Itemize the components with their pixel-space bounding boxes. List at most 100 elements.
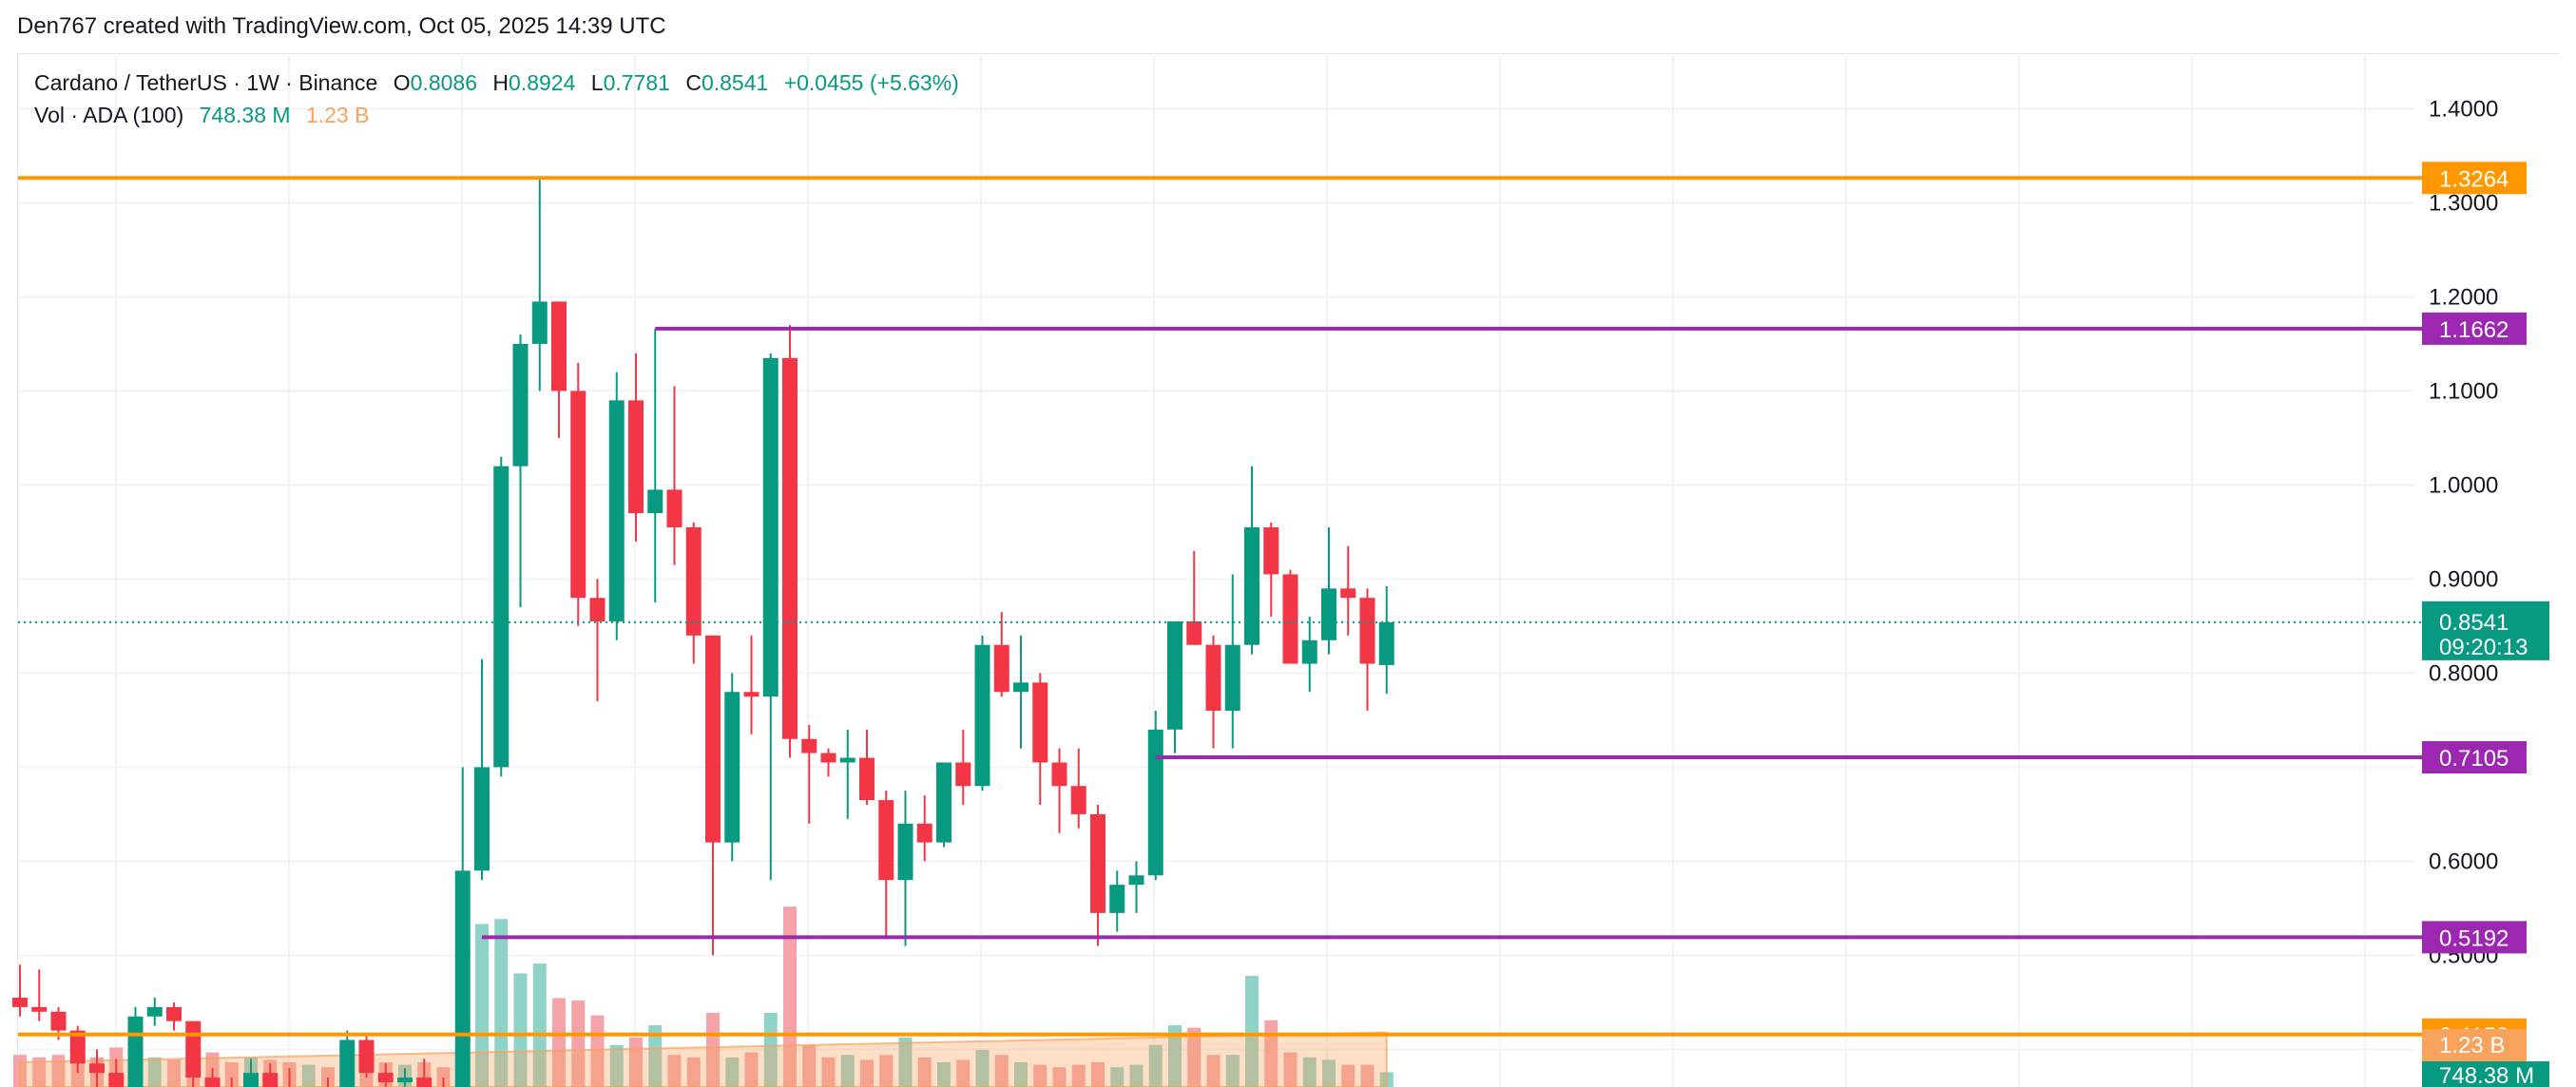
volume-bar [1360,1064,1375,1087]
volume-bar [1052,1067,1067,1087]
level-tag [2422,921,2527,954]
chart-credit: Den767 created with TradingView.com, Oct… [17,13,666,39]
price-tick-label: 1.3000 [2429,190,2498,216]
volume-bar [648,1025,663,1087]
volume-bar [686,1057,701,1087]
low-label: L [590,70,604,95]
volume-bar [1071,1064,1086,1087]
candle-body [89,1063,105,1074]
price-tick-label: 0.6000 [2429,849,2498,874]
candle-body [31,1006,48,1012]
volume-bar [763,1013,778,1087]
horizontal-levels [18,176,2422,1037]
last-price-tag-label: 0.8541 [2439,610,2509,636]
volume-bar [1341,1064,1355,1087]
price-tick-label: 1.1000 [2429,378,2498,404]
symbol-title[interactable]: Cardano / TetherUS · 1W · Binance [34,70,378,95]
last-price-tag [2422,601,2549,660]
volume-bar [802,1044,817,1087]
candle-body [1340,588,1356,599]
candle-body [647,489,663,514]
candle-body [1359,598,1375,664]
volume-bar [513,973,528,1087]
volume-ma-area [19,1031,1388,1087]
candle-body [1013,682,1028,693]
candle-body [454,870,471,1087]
volume-bar [1148,1044,1163,1087]
chart-legend: Cardano / TetherUS · 1W · Binance O0.808… [34,67,959,131]
level-tag-label: 1.3264 [2439,166,2509,192]
volume-last-tag [2422,1029,2527,1061]
volume-ma-value: 748.38 M [199,103,291,127]
volume-bar [475,924,489,1087]
open-label: O [393,70,411,95]
candle-body [1167,620,1182,730]
volume-bar [629,1038,643,1087]
countdown-label: 09:20:13 [2439,635,2528,660]
candle-body [685,526,702,636]
volume-ma-tag [2422,1061,2549,1087]
candle-body [262,1073,279,1087]
high-value: 0.8924 [509,70,576,95]
close-label: C [685,70,702,95]
volume-bar [898,1038,913,1087]
candle-body [243,1073,259,1087]
candle-body [551,301,567,391]
volume-bar [571,1001,586,1087]
candle-body [474,767,490,871]
level-tag-label: 0.7105 [2439,746,2509,772]
volume-bar [956,1059,971,1087]
level-tag [2422,741,2527,774]
candle-body [1032,682,1048,763]
candle-body [993,644,1009,693]
candle-body [1301,639,1317,664]
volume-bar [937,1062,951,1087]
volume-bar [436,1067,451,1087]
candle-body [666,489,682,527]
price-axis[interactable]: 1.4000 1.3000 1.2000 1.1000 1.0000 0.9000 0.80… [2429,96,2498,1062]
candle-body [1128,875,1144,886]
volume-bar [1283,1052,1298,1087]
volume-bar [1014,1062,1028,1087]
price-tick-label: 0.8000 [2429,660,2498,686]
volume-bar [1206,1055,1221,1087]
volume-bar [1168,1025,1182,1087]
candle-body [185,1020,202,1078]
candlestick-series [12,178,1394,1087]
volume-bar [1110,1067,1125,1087]
candle-body [743,692,759,697]
volume-bar [1245,976,1259,1087]
candle-body [628,400,644,514]
candle-body [127,1016,144,1087]
candle-body [1147,729,1163,876]
candle-body [897,823,913,881]
level-tag-label: 1.1662 [2439,317,2509,343]
volume-bar [552,998,566,1087]
volume-bar [1129,1064,1144,1087]
candle-body [377,1073,394,1083]
candle-body [12,997,28,1007]
candle-body [1090,813,1105,913]
candle-body [608,400,625,621]
volume-bar [1302,1057,1317,1087]
price-tick-label: 1.0000 [2429,472,2498,498]
candle-body [705,635,721,843]
volume-bar [821,1057,836,1087]
price-tick-label: 0.9000 [2429,566,2498,592]
candle-body [955,762,971,787]
high-label: H [492,70,509,95]
volume-bar [1322,1059,1336,1087]
volume-bar [917,1057,932,1087]
candle-body [1070,786,1086,814]
candle-body [1186,620,1202,645]
volume-bar [667,1055,682,1087]
volume-ma-tag-label: 748.38 M [2439,1063,2534,1087]
volume-label[interactable]: Vol · ADA (100) [34,103,184,127]
candle-body [146,1006,163,1017]
low-value: 0.7781 [603,70,670,95]
candle-body [108,1073,125,1087]
volume-bar [301,1064,316,1087]
volume-bar [1264,1020,1278,1087]
candle-body [1244,526,1259,645]
